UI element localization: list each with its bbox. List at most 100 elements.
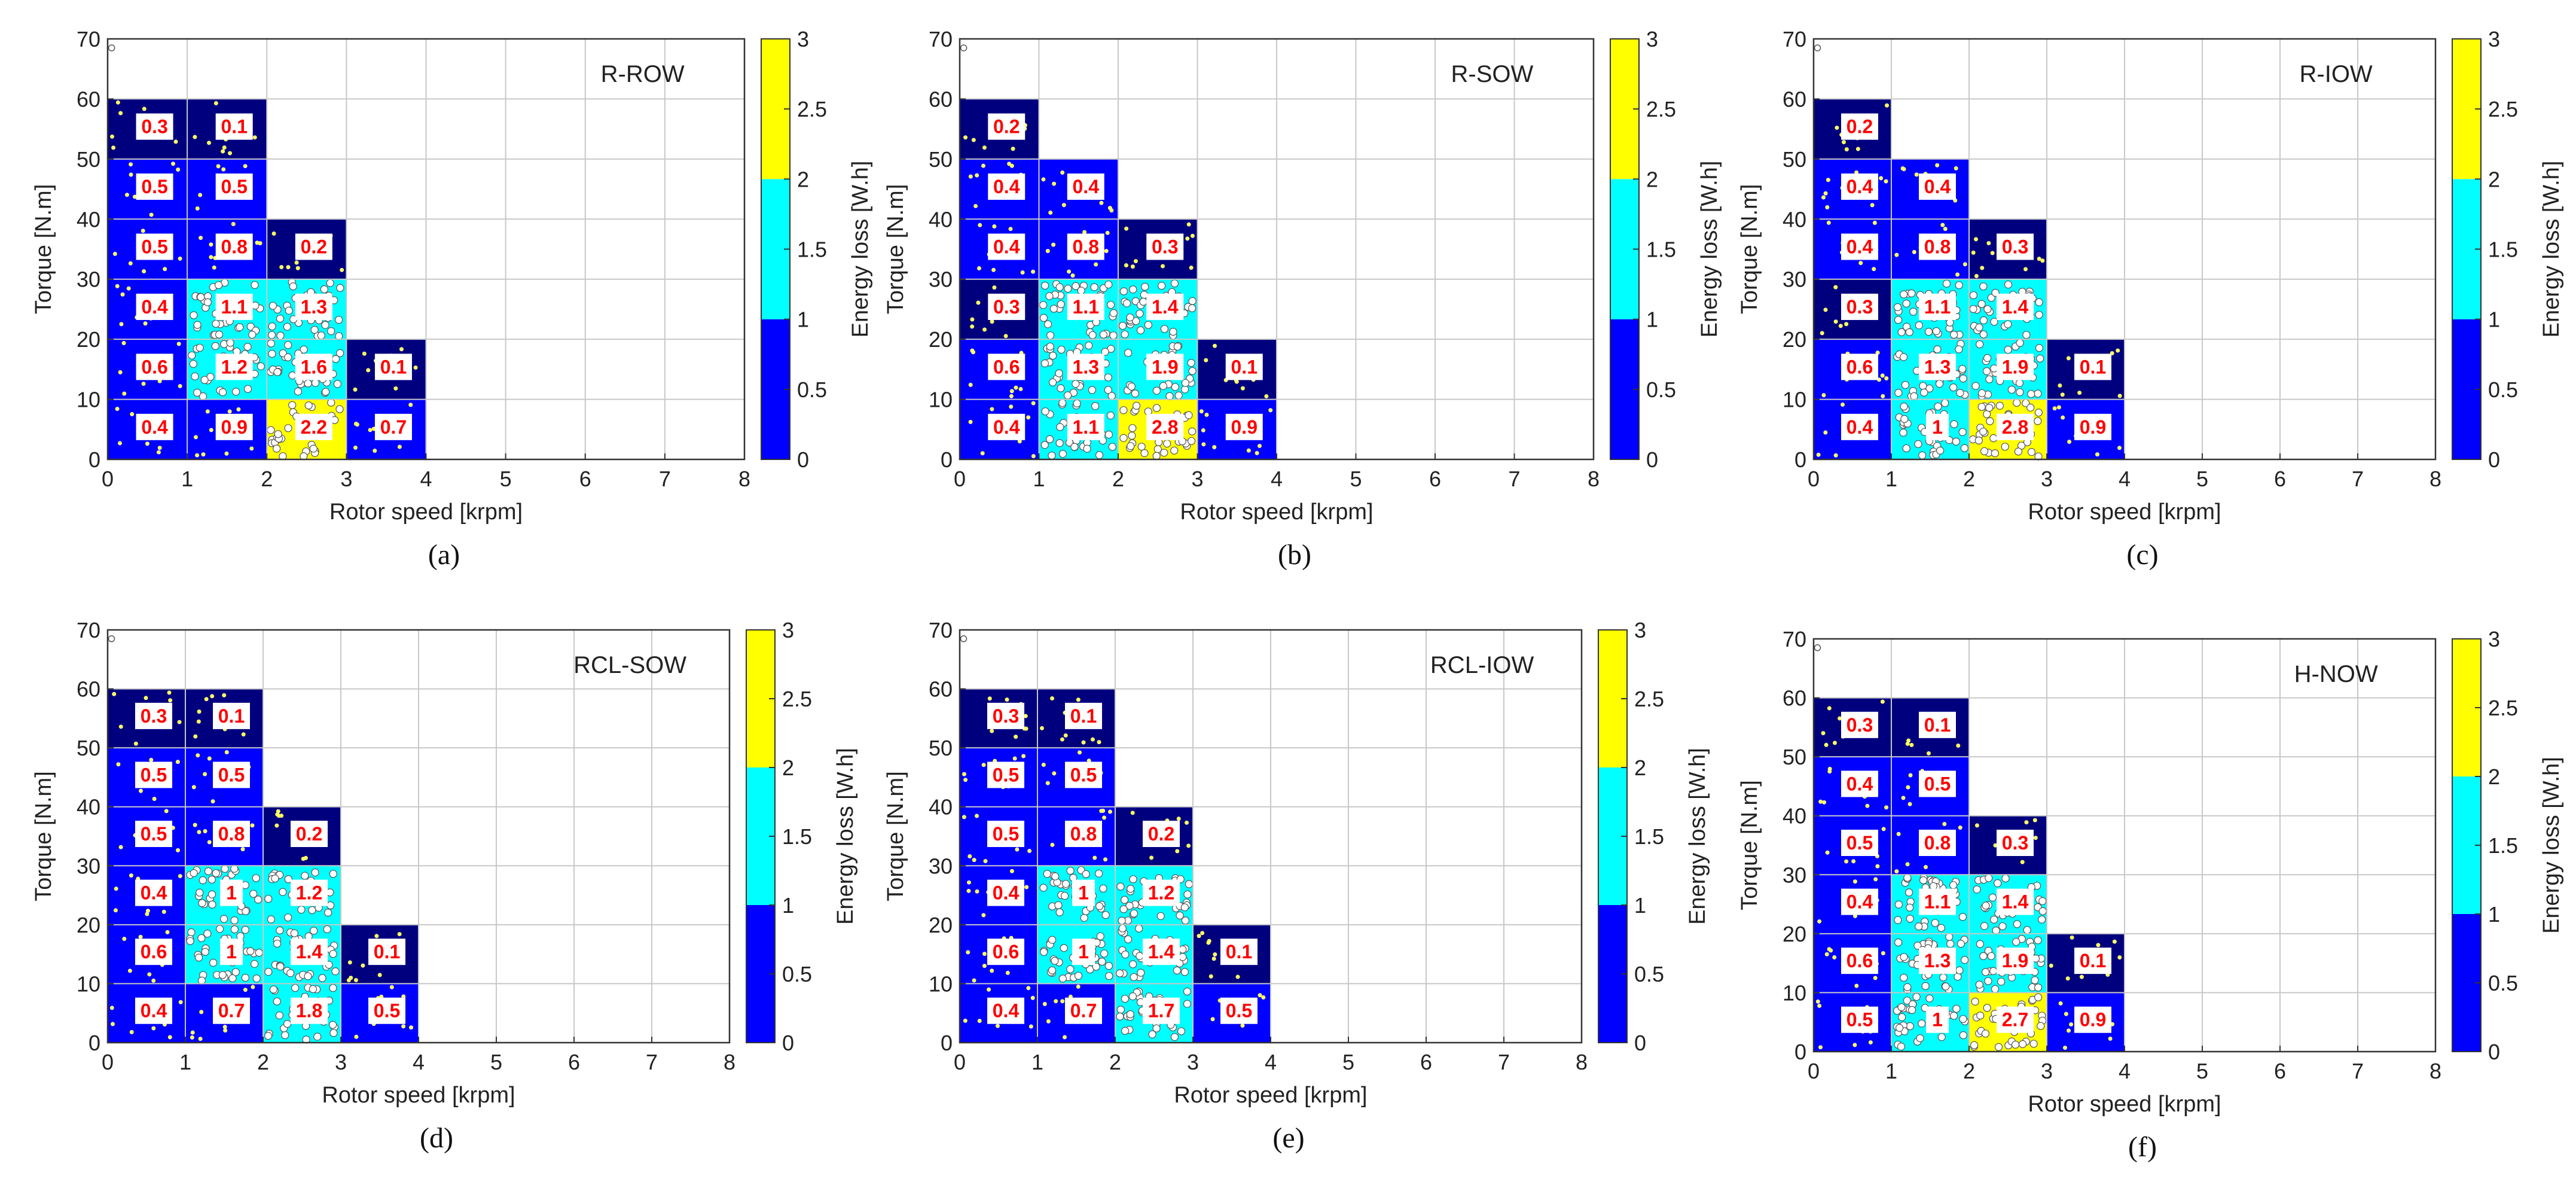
- operating-point: [1989, 967, 1998, 975]
- operating-point: [1893, 303, 1902, 312]
- operating-point: [1933, 345, 1942, 354]
- operating-point: [199, 876, 207, 885]
- operating-point: [1985, 375, 1994, 383]
- operating-point: [990, 729, 994, 733]
- operating-point: [1895, 1024, 1904, 1032]
- colorbar-label: Energy loss [W.h]: [833, 748, 858, 925]
- value-label-bg: [295, 413, 332, 440]
- colorbar-label: Energy loss [W.h]: [2539, 161, 2564, 338]
- operating-point: [963, 135, 968, 140]
- value-label-bg: [1841, 888, 1878, 915]
- operating-point: [340, 267, 344, 272]
- operating-point: [1121, 995, 1130, 1003]
- operating-point: [1197, 934, 1201, 939]
- operating-point: [1824, 742, 1829, 747]
- operating-point: [1936, 446, 1945, 455]
- colorbar-tick-label: 3: [782, 618, 794, 642]
- operating-point: [1833, 319, 1838, 324]
- operating-point: [310, 927, 318, 935]
- value-label: 0.5: [141, 236, 167, 258]
- value-label: 0.2: [1846, 116, 1873, 138]
- value-label-bg: [1919, 888, 1956, 915]
- operating-point: [1009, 389, 1014, 394]
- operating-point: [1990, 318, 1998, 326]
- value-label: 0.5: [1846, 832, 1873, 854]
- operating-point: [193, 435, 198, 440]
- operating-point: [1088, 331, 1097, 339]
- operating-point: [1980, 266, 1985, 270]
- value-label: 1.1: [1924, 891, 1951, 913]
- operating-point: [178, 874, 182, 879]
- value-label: 0.1: [1070, 705, 1097, 727]
- operating-point: [1130, 264, 1135, 269]
- operating-point: [1955, 281, 1963, 290]
- operating-point: [1257, 443, 1262, 448]
- operating-point: [1101, 808, 1106, 813]
- operating-point: [207, 890, 216, 898]
- operating-point: [1896, 831, 1901, 836]
- operating-point: [1116, 969, 1124, 977]
- operating-point: [224, 750, 229, 754]
- value-label-bg: [988, 354, 1025, 380]
- x-axis-label: Rotor speed [krpm]: [329, 499, 523, 525]
- operating-point: [1852, 913, 1857, 918]
- value-label: 1.1: [1924, 296, 1951, 318]
- operating-point: [1949, 881, 1958, 890]
- operating-point: [1907, 1006, 1916, 1015]
- operating-point: [2058, 1001, 2063, 1006]
- operating-point: [1105, 230, 1110, 235]
- operating-point: [1952, 1004, 1961, 1013]
- operating-point: [1080, 913, 1088, 922]
- value-label: 0.5: [993, 823, 1019, 845]
- value-label: 1.4: [2002, 891, 2029, 913]
- operating-point: [1939, 973, 1948, 982]
- operating-point: [157, 379, 162, 383]
- operating-point: [1919, 876, 1928, 885]
- operating-point: [177, 720, 182, 724]
- operating-point: [1128, 431, 1136, 440]
- operating-point: [168, 698, 173, 703]
- value-label-bg: [374, 354, 412, 380]
- operating-point: [186, 937, 194, 945]
- operating-point: [1931, 919, 1939, 927]
- value-label-bg: [135, 879, 172, 906]
- operating-point: [1039, 301, 1048, 309]
- operating-point: [321, 321, 329, 329]
- operating-point: [276, 809, 280, 814]
- operating-point: [1844, 859, 1849, 864]
- operating-point: [1076, 697, 1081, 702]
- x-tick-label: 8: [2430, 1059, 2441, 1083]
- operating-point: [1833, 285, 1838, 290]
- value-label: 2.8: [1152, 416, 1178, 438]
- operating-point: [1213, 952, 1217, 957]
- operating-point: [286, 265, 291, 270]
- x-axis-label: Rotor speed [krpm]: [322, 1083, 515, 1108]
- value-label-bg: [988, 173, 1025, 200]
- operating-point: [1980, 922, 1989, 930]
- operating-point: [1950, 330, 1958, 339]
- operating-point: [198, 899, 206, 907]
- operating-point: [1915, 321, 1923, 330]
- operating-point: [1128, 992, 1137, 1001]
- operating-point: [1129, 285, 1137, 294]
- operating-point: [1977, 389, 1986, 397]
- operating-point: [1900, 353, 1908, 361]
- operating-point: [2067, 1028, 2071, 1033]
- value-label-bg: [1072, 879, 1095, 906]
- value-label-bg: [1926, 1006, 1949, 1033]
- operating-point: [255, 949, 263, 957]
- outlier-point: [1814, 644, 1821, 651]
- operating-point: [211, 342, 219, 351]
- operating-point: [1985, 874, 1993, 882]
- panel-caption: (c): [2126, 539, 2158, 571]
- y-tick-label: 70: [77, 618, 100, 642]
- operating-point: [2034, 936, 2042, 945]
- operating-point: [1078, 750, 1082, 755]
- operating-point: [1989, 434, 1998, 443]
- value-label: 0.4: [141, 416, 168, 438]
- operating-point: [210, 799, 215, 804]
- operating-point: [1873, 976, 1878, 980]
- colorbar-tick-label: 1: [2488, 902, 2500, 927]
- operating-point: [389, 985, 394, 989]
- operating-point: [962, 815, 966, 820]
